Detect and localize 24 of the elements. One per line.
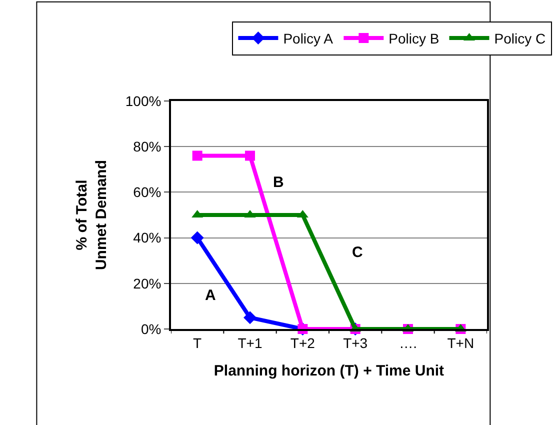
legend-label: Policy A bbox=[283, 30, 334, 46]
annotation: A bbox=[205, 287, 216, 304]
x-axis-title: Planning horizon (T) + Time Unit bbox=[214, 362, 444, 380]
x-tick-label: T bbox=[193, 334, 202, 351]
annotation: B bbox=[273, 174, 284, 191]
x-tick-label: T+N bbox=[447, 334, 474, 351]
y-tick-label: 20% bbox=[133, 275, 162, 292]
y-tick-label: 100% bbox=[125, 92, 162, 109]
x-tick-label: T+2 bbox=[290, 334, 316, 351]
x-tick-label: T+1 bbox=[238, 334, 262, 351]
legend-label: Policy B bbox=[388, 30, 440, 46]
y-tick-label: 60% bbox=[133, 184, 162, 200]
y-tick-label: 40% bbox=[133, 230, 162, 246]
point bbox=[245, 150, 255, 161]
y-axis-title: % of Total Unmet Demand bbox=[74, 160, 110, 270]
x-tick-label: T+3 bbox=[343, 334, 368, 351]
y-tick-label: 0% bbox=[140, 320, 162, 337]
legend-label: Policy C bbox=[494, 30, 546, 46]
x-tick-label: …. bbox=[399, 334, 417, 351]
point bbox=[190, 231, 204, 244]
annotation: C bbox=[352, 244, 363, 261]
point bbox=[192, 150, 202, 161]
y-tick-label: 80% bbox=[133, 138, 162, 154]
point bbox=[244, 311, 256, 324]
